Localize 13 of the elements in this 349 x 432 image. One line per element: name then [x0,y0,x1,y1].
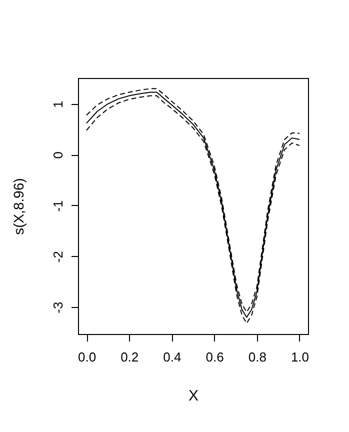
x-axis-title: X [188,388,199,404]
x-tick-label: 0.4 [163,350,182,364]
x-tick-label: 1.0 [290,350,310,364]
y-tick-label: -3 [50,302,66,314]
y-tick-label: 0 [50,152,66,159]
y-tick-label: -1 [50,200,66,212]
x-tick-label: 0.6 [206,350,224,364]
x-tick-label: 0.0 [78,350,96,364]
x-tick-label: 0.8 [248,350,266,364]
y-tick-label: -2 [50,251,66,263]
x-tick-label: 0.2 [120,350,139,364]
y-tick-label: 1 [50,100,66,108]
y-axis-title: s(X,8.96) [10,178,26,235]
